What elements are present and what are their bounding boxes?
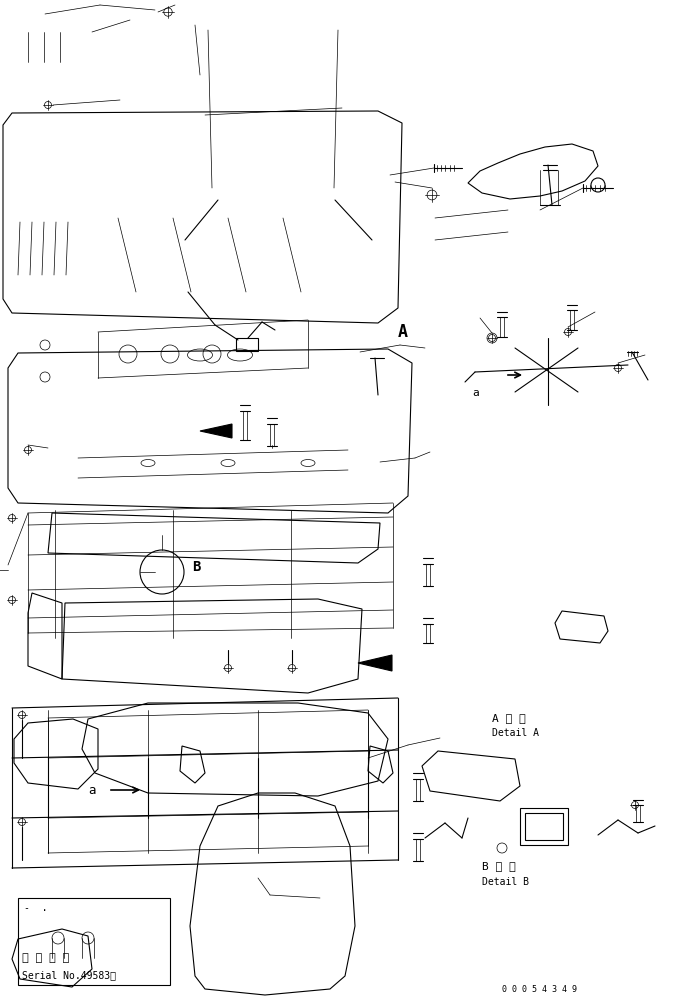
- Bar: [236, 338, 258, 351]
- Bar: [525, 813, 563, 840]
- Text: Detail A: Detail A: [492, 728, 539, 738]
- Polygon shape: [358, 655, 392, 671]
- Bar: [18, 898, 170, 985]
- Text: Serial No.49583～: Serial No.49583～: [22, 970, 116, 980]
- Text: a: a: [88, 784, 95, 797]
- Text: A: A: [398, 323, 408, 341]
- Bar: [520, 808, 568, 845]
- Text: B: B: [192, 560, 201, 574]
- Text: 適 用 号 機: 適 用 号 機: [22, 953, 69, 963]
- Text: -  .: - .: [24, 903, 47, 913]
- Text: a: a: [472, 388, 479, 398]
- Text: 0 0 0 5 4 3 4 9: 0 0 0 5 4 3 4 9: [502, 986, 577, 995]
- Text: Detail B: Detail B: [482, 877, 529, 887]
- Polygon shape: [200, 424, 232, 438]
- Text: A 詳 細: A 詳 細: [492, 713, 526, 723]
- Text: B 詳 細: B 詳 細: [482, 861, 516, 871]
